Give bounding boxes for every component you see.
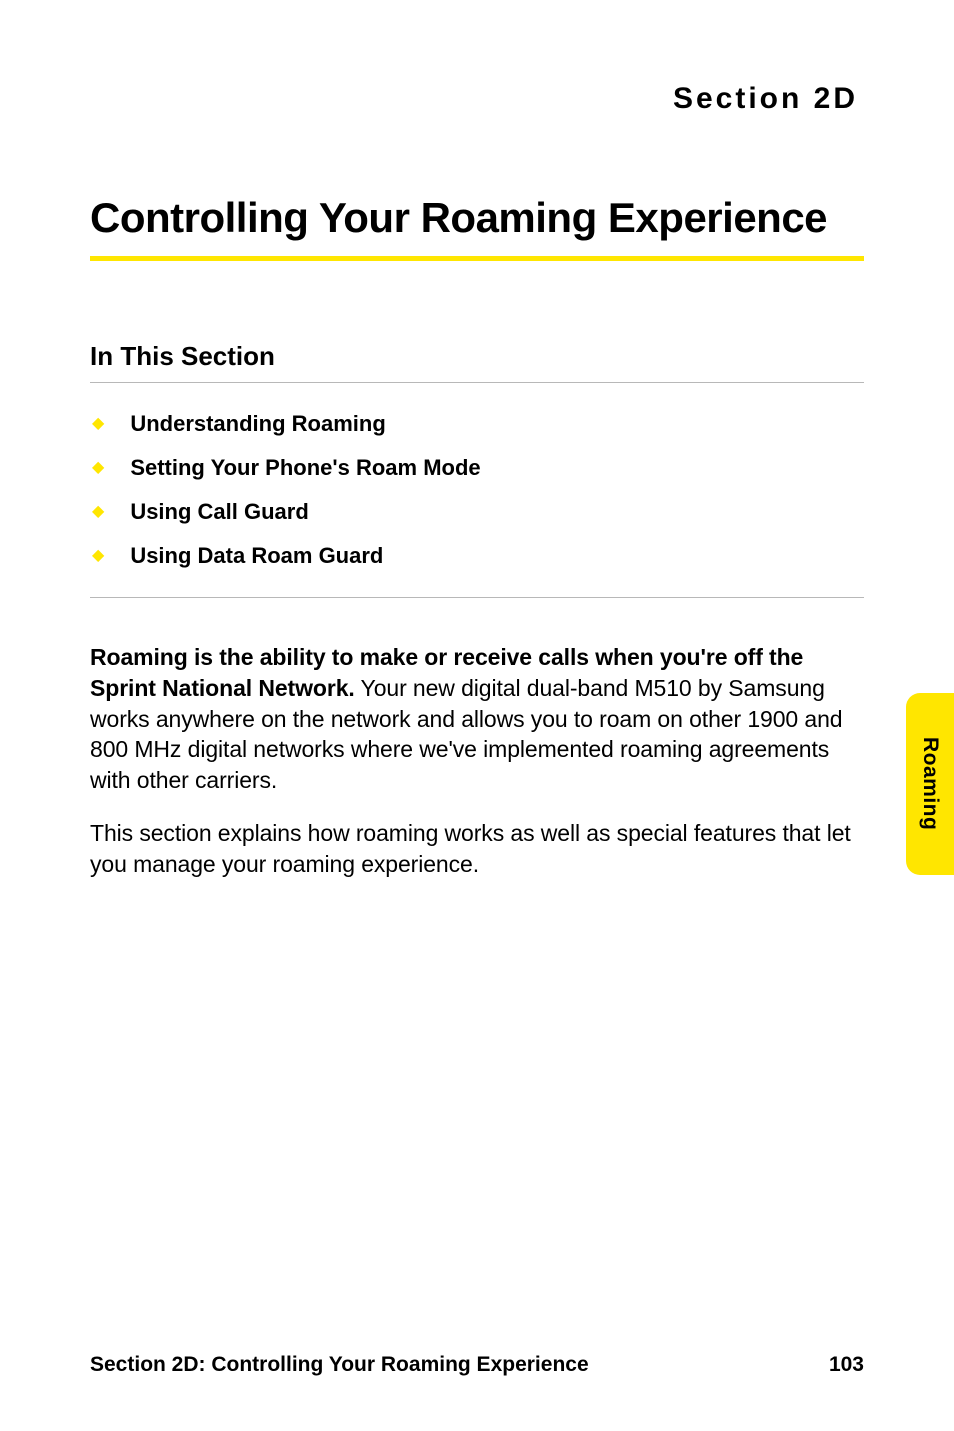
- toc-label: Understanding Roaming: [130, 411, 385, 437]
- title-rule: [90, 256, 864, 261]
- in-this-section-heading: In This Section: [90, 341, 864, 383]
- main-title: Controlling Your Roaming Experience: [90, 194, 864, 256]
- toc-label: Setting Your Phone's Roam Mode: [130, 455, 480, 481]
- divider: [90, 597, 864, 598]
- toc-item: ◆ Using Call Guard: [90, 499, 864, 525]
- toc-item: ◆ Setting Your Phone's Roam Mode: [90, 455, 864, 481]
- diamond-bullet-icon: ◆: [92, 460, 104, 476]
- page-container: Section 2D Controlling Your Roaming Expe…: [0, 0, 954, 1431]
- toc-list: ◆ Understanding Roaming ◆ Setting Your P…: [90, 411, 864, 569]
- toc-item: ◆ Using Data Roam Guard: [90, 543, 864, 569]
- footer-page-number: 103: [829, 1353, 864, 1377]
- diamond-bullet-icon: ◆: [92, 416, 104, 432]
- section-label: Section 2D: [90, 82, 864, 116]
- side-tab-label: Roaming: [918, 737, 942, 830]
- toc-item: ◆ Understanding Roaming: [90, 411, 864, 437]
- side-tab: Roaming: [906, 693, 954, 875]
- body-paragraph-2: This section explains how roaming works …: [90, 818, 864, 880]
- diamond-bullet-icon: ◆: [92, 504, 104, 520]
- toc-label: Using Call Guard: [130, 499, 308, 525]
- body-paragraph-1: Roaming is the ability to make or receiv…: [90, 642, 864, 796]
- footer-title: Section 2D: Controlling Your Roaming Exp…: [90, 1353, 589, 1377]
- page-footer: Section 2D: Controlling Your Roaming Exp…: [90, 1353, 864, 1377]
- diamond-bullet-icon: ◆: [92, 548, 104, 564]
- toc-label: Using Data Roam Guard: [130, 543, 383, 569]
